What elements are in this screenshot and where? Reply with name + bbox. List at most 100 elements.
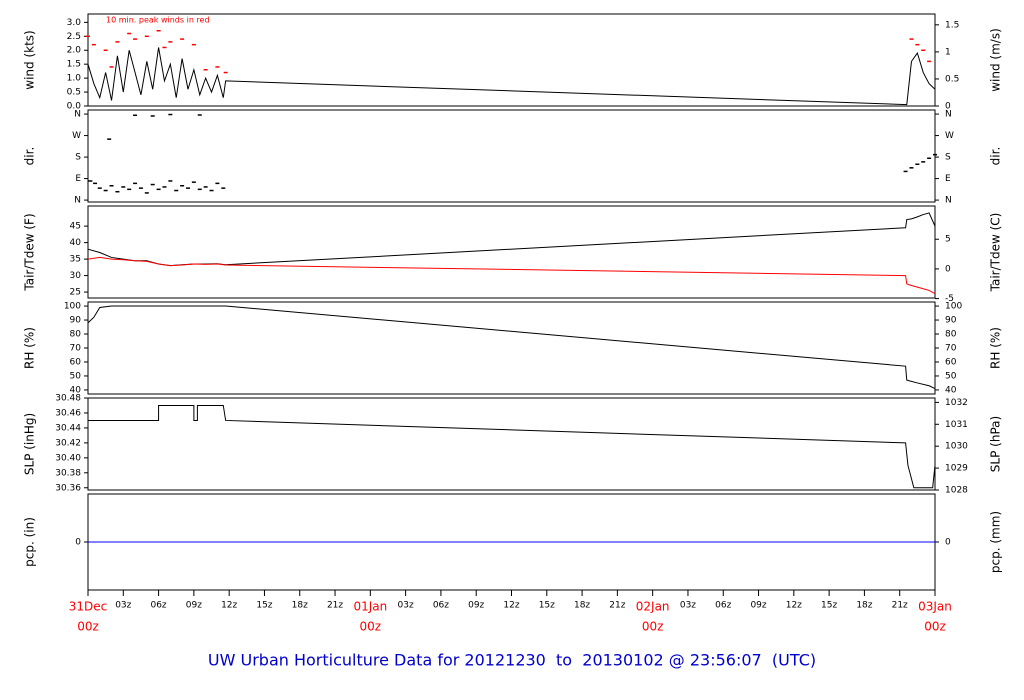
y2-tick-label: 1030 — [945, 442, 968, 452]
y2-tick-label: 1.5 — [945, 20, 959, 30]
x-tick-label: 21z — [327, 601, 343, 611]
x-tick-label: 06z — [433, 601, 449, 611]
point — [127, 188, 132, 191]
point — [156, 29, 161, 32]
x-tick-label: 06z — [715, 601, 731, 611]
x-tick-label: 18z — [574, 601, 590, 611]
x-tick-label: 09z — [186, 601, 202, 611]
panel-frame — [87, 109, 936, 203]
y2-tick-label: -5 — [945, 294, 954, 304]
point — [168, 113, 173, 116]
point — [115, 190, 120, 193]
x-tick-label: 03z — [398, 601, 414, 611]
panel-frame — [87, 13, 936, 107]
point — [915, 163, 920, 165]
point — [209, 189, 214, 192]
y-axis-label: RH (%) — [23, 327, 37, 369]
y2-axis-label: Tair/Tdew (C) — [989, 213, 1003, 293]
x-tick-label: 09z — [750, 601, 766, 611]
y-tick-label: 30.48 — [55, 394, 81, 404]
x-tick-label: 00z — [924, 620, 946, 634]
y2-tick-label: 0.5 — [945, 74, 959, 84]
y2-axis-label: dir. — [989, 147, 1003, 166]
point — [144, 192, 149, 194]
y2-tick-label: 0 — [945, 102, 951, 112]
y-tick-label: 40 — [70, 385, 82, 395]
point — [109, 185, 114, 187]
y2-tick-label: S — [945, 153, 951, 163]
point — [133, 114, 138, 117]
y-axis-label: wind (kts) — [23, 30, 37, 89]
y2-axis-label: wind (m/s) — [989, 28, 1003, 92]
y-tick-label: 40 — [70, 238, 82, 248]
y2-tick-label: 0 — [945, 264, 951, 274]
point — [909, 38, 914, 40]
y2-tick-label: 1031 — [945, 420, 968, 430]
day-label: 01Jan — [353, 600, 387, 614]
y2-tick-label: W — [945, 131, 954, 141]
point — [180, 185, 185, 187]
x-tick-label: 12z — [221, 601, 237, 611]
x-tick-label: 21z — [609, 601, 625, 611]
y-axis-label: Tair/Tdew (F) — [23, 213, 37, 291]
y-tick-label: 30.36 — [55, 483, 81, 493]
point — [150, 183, 155, 186]
point — [168, 41, 173, 43]
y2-tick-label: 1032 — [945, 398, 968, 408]
series-line — [88, 404, 936, 489]
point — [103, 49, 108, 51]
y2-tick-label: 90 — [945, 316, 957, 326]
y2-tick-label: 40 — [945, 385, 957, 395]
x-tick-label: 21z — [892, 601, 908, 611]
x-tick-label: 03z — [680, 601, 696, 611]
point — [138, 187, 143, 189]
point — [185, 187, 190, 189]
point — [162, 186, 167, 188]
point — [197, 114, 202, 116]
point — [903, 170, 908, 173]
point — [115, 41, 120, 43]
point — [921, 161, 926, 163]
y-tick-label: N — [74, 110, 81, 120]
point — [197, 188, 202, 191]
point — [107, 138, 112, 140]
y-tick-label: 0.5 — [67, 88, 81, 98]
y-tick-label: 45 — [70, 222, 81, 232]
y2-tick-label: 1029 — [945, 464, 968, 474]
y-tick-label: 2.0 — [67, 46, 82, 56]
y-tick-label: 50 — [70, 371, 82, 381]
y2-tick-label: N — [945, 196, 952, 206]
y2-tick-label: 1028 — [945, 486, 968, 496]
y-tick-label: 60 — [70, 357, 82, 367]
point — [93, 182, 98, 185]
x-tick-label: 06z — [150, 601, 166, 611]
point — [121, 186, 126, 188]
annotation: 10 min. peak winds in red — [106, 16, 210, 25]
point — [191, 181, 196, 183]
point — [168, 180, 173, 182]
y-axis-label: pcp. (in) — [23, 517, 37, 567]
y-tick-label: 25 — [70, 288, 81, 298]
y-tick-label: N — [74, 196, 81, 206]
y-tick-label: E — [75, 174, 81, 184]
y2-tick-label: 60 — [945, 357, 957, 367]
y2-tick-label: 80 — [945, 330, 957, 340]
y-tick-label: S — [75, 153, 81, 163]
point — [203, 186, 208, 188]
point — [133, 38, 138, 40]
x-tick-label: 18z — [856, 601, 872, 611]
y2-tick-label: 1 — [945, 47, 951, 57]
point — [203, 69, 208, 71]
point — [215, 182, 220, 185]
y-tick-label: 30.40 — [55, 453, 81, 463]
y-tick-label: 70 — [70, 344, 82, 354]
x-tick-label: 00z — [77, 620, 99, 634]
point — [215, 66, 220, 68]
point — [103, 189, 108, 192]
point — [162, 46, 167, 49]
x-tick-label: 18z — [292, 601, 308, 611]
point — [223, 71, 228, 74]
point — [156, 188, 161, 191]
point — [927, 60, 932, 63]
point — [91, 43, 96, 46]
